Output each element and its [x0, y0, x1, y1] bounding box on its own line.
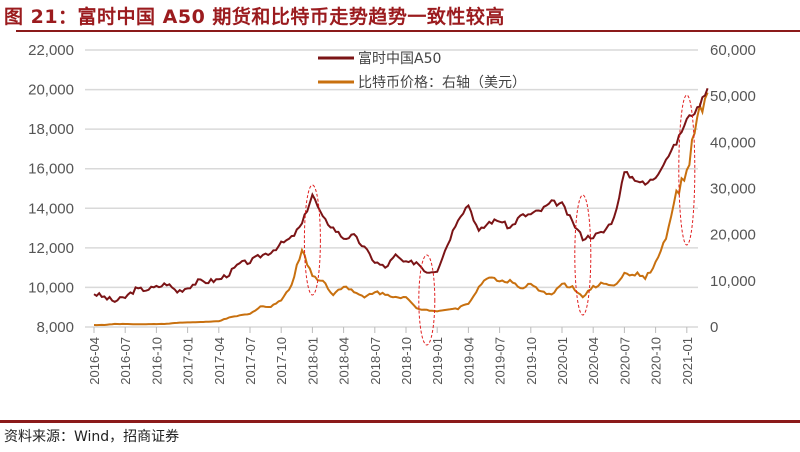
y-left-tick-label: 12,000 — [28, 240, 74, 257]
series-line-btc — [93, 92, 709, 327]
y-right-tick-label: 40,000 — [710, 134, 756, 151]
x-tick-label: 2017-07 — [243, 337, 258, 385]
x-tick-label: 2016-07 — [118, 337, 133, 385]
title-divider — [16, 30, 800, 32]
y-right-tick-label: 60,000 — [710, 42, 756, 59]
series-line-a50 — [93, 87, 709, 304]
highlight-ellipse — [418, 254, 436, 346]
x-tick-label: 2020-07 — [617, 337, 632, 385]
x-tick-label: 2019-01 — [430, 337, 445, 385]
y-right-tick-label: 20,000 — [710, 227, 756, 244]
x-tick-label: 2020-01 — [555, 337, 570, 385]
y-right-tick-label: 0 — [710, 319, 718, 336]
highlight-ellipse — [678, 94, 696, 246]
x-tick-label: 2018-10 — [399, 337, 414, 385]
x-tick-label: 2019-04 — [461, 337, 476, 385]
y-left-tick-label: 16,000 — [28, 161, 74, 178]
x-tick-label: 2018-07 — [368, 337, 383, 385]
x-tick-label: 2016-04 — [87, 337, 102, 385]
x-tick-label: 2019-10 — [524, 337, 539, 385]
y-left-tick-label: 18,000 — [28, 121, 74, 138]
footer-divider — [0, 420, 800, 423]
x-tick-label: 2018-01 — [305, 337, 320, 385]
x-tick-label: 2018-04 — [337, 337, 352, 385]
highlight-ellipse — [574, 194, 592, 316]
highlight-ellipse — [303, 184, 321, 296]
x-tick-label: 2020-10 — [649, 337, 664, 385]
x-tick-label: 2016-10 — [149, 337, 164, 385]
y-right-tick-label: 30,000 — [710, 181, 756, 198]
x-tick-label: 2021-01 — [680, 337, 695, 385]
x-tick-label: 2019-07 — [493, 337, 508, 385]
y-left-tick-label: 10,000 — [28, 279, 74, 296]
legend-label-a50: 富时中国A50 — [358, 50, 441, 67]
x-tick-label: 2017-01 — [181, 337, 196, 385]
y-left-tick-label: 22,000 — [28, 42, 74, 59]
x-tick-label: 2020-04 — [586, 337, 601, 385]
x-tick-label: 2017-10 — [274, 337, 289, 385]
y-left-tick-label: 20,000 — [28, 82, 74, 99]
y-right-tick-label: 50,000 — [710, 88, 756, 105]
y-right-tick-label: 10,000 — [710, 273, 756, 290]
legend: 富时中国A50 比特币价格：右轴（美元） — [318, 50, 526, 91]
source-note: 资料来源：Wind，招商证券 — [4, 429, 180, 445]
y-left-tick-label: 8,000 — [36, 319, 74, 336]
figure-title: 图 21：富时中国 A50 期货和比特币走势趋势一致性较高 — [4, 6, 505, 28]
legend-label-btc: 比特币价格：右轴（美元） — [358, 75, 526, 91]
x-tick-label: 2017-04 — [212, 337, 227, 385]
line-chart: 8,000 10,000 12,000 14,000 16,000 18,000 20,00… — [28, 42, 756, 385]
y-left-tick-label: 14,000 — [28, 200, 74, 217]
